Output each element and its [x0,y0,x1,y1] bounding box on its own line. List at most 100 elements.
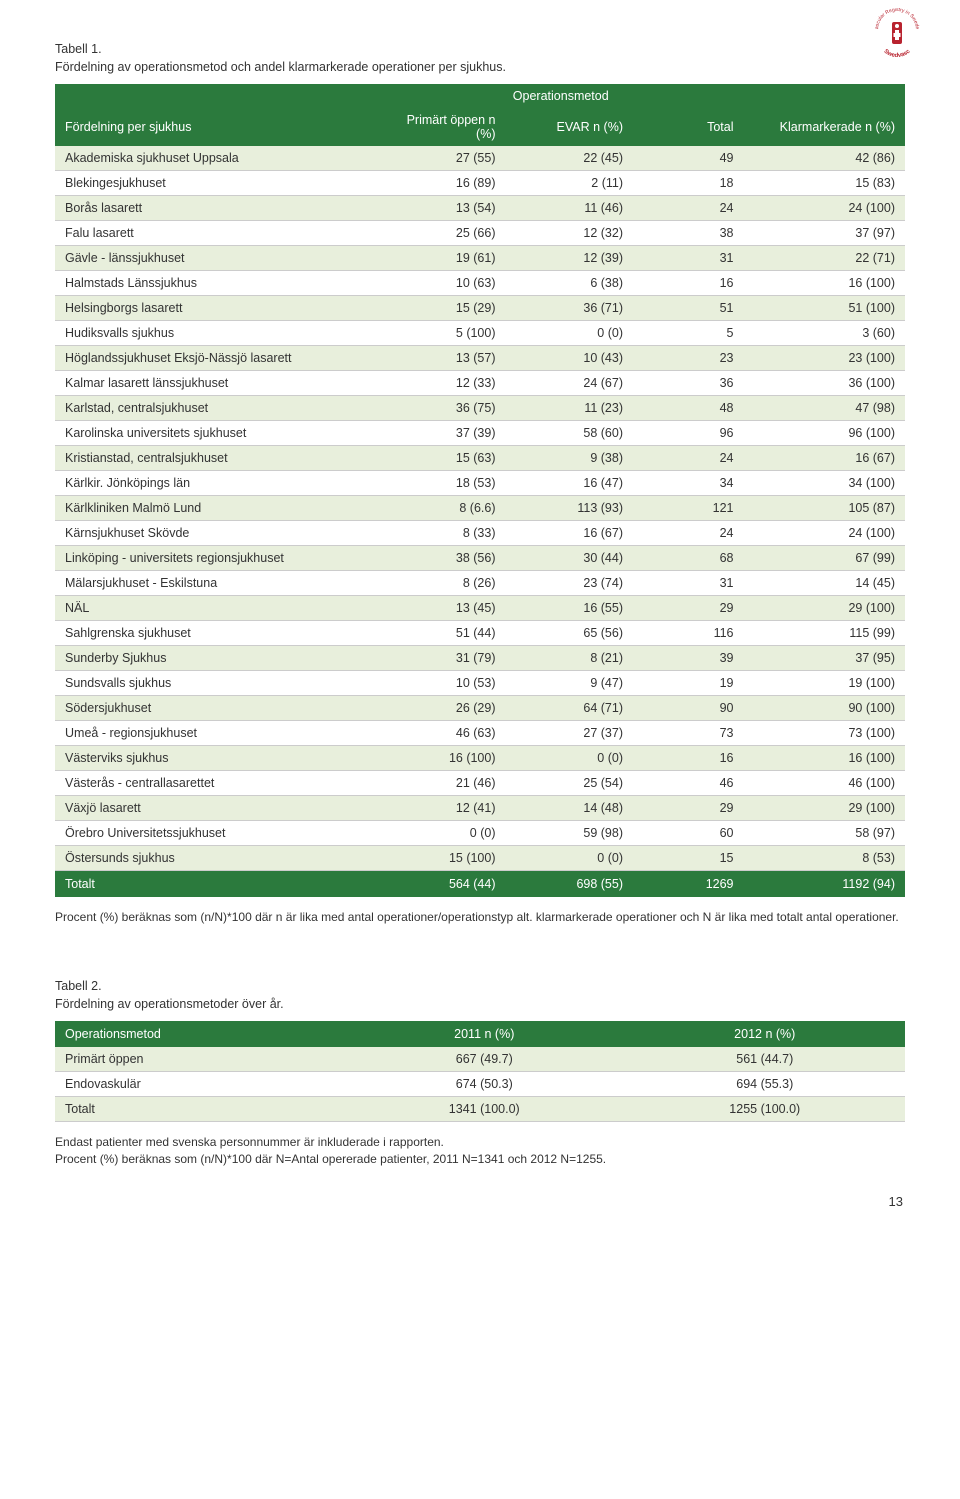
table-cell: 36 (100) [744,371,906,396]
table-cell: Kalmar lasarett länssjukhuset [55,371,378,396]
table-cell: 16 [633,271,744,296]
svg-text:Swedvasc: Swedvasc [883,48,913,58]
table-cell: 34 [633,471,744,496]
table-cell: 96 [633,421,744,446]
table-cell: 34 (100) [744,471,906,496]
table-cell: Umeå - regionsjukhuset [55,721,378,746]
table-cell: 19 [633,671,744,696]
table1-col4: Klarmarkerade n (%) [744,108,906,146]
table-cell: 36 (75) [378,396,506,421]
table-row: Akademiska sjukhuset Uppsala27 (55)22 (4… [55,146,905,171]
table-cell: 9 (38) [506,446,634,471]
table-row: Östersunds sjukhus15 (100)0 (0)158 (53) [55,846,905,871]
table-cell: 116 [633,621,744,646]
table-cell: 24 (100) [744,196,906,221]
table-cell: 46 [633,771,744,796]
table-cell: 16 (89) [378,171,506,196]
table-cell: Blekingesjukhuset [55,171,378,196]
table-cell: 31 (79) [378,646,506,671]
table-cell: Karolinska universitets sjukhuset [55,421,378,446]
table-cell: 13 (54) [378,196,506,221]
table-row: Höglandssjukhuset Eksjö-Nässjö lasarett 1… [55,346,905,371]
table-cell: Kärlkliniken Malmö Lund [55,496,378,521]
table-row: Helsingborgs lasarett15 (29)36 (71)5151 … [55,296,905,321]
table-cell: Mälarsjukhuset - Eskilstuna [55,571,378,596]
table-cell: 67 (99) [744,546,906,571]
table-row: Karolinska universitets sjukhuset37 (39)… [55,421,905,446]
table-cell: 24 (100) [744,521,906,546]
table-cell: 29 (100) [744,596,906,621]
table-cell: 25 (54) [506,771,634,796]
table-row: Kristianstad, centralsjukhuset15 (63)9 (… [55,446,905,471]
table-cell: 16 (67) [744,446,906,471]
table2-body: Primärt öppen667 (49.7)561 (44.7)Endovas… [55,1047,905,1122]
table-cell: Borås lasarett [55,196,378,221]
table1-caption-label: Tabell 1. [55,42,102,56]
table-cell: Sundsvalls sjukhus [55,671,378,696]
table2-col2: 2012 n (%) [625,1021,906,1047]
table-cell: 13 (45) [378,596,506,621]
table1-col1: Primärt öppen n (%) [378,108,506,146]
table-cell: 5 [633,321,744,346]
table-cell: Västerås - centrallasarettet [55,771,378,796]
table-cell: 39 [633,646,744,671]
table-row: Umeå - regionsjukhuset46 (63)27 (37)7373… [55,721,905,746]
table-cell: 36 (71) [506,296,634,321]
table-row: Västerviks sjukhus16 (100)0 (0)1616 (100… [55,746,905,771]
table-cell: 6 (38) [506,271,634,296]
table-cell: Östersunds sjukhus [55,846,378,871]
table1-col0: Fördelning per sjukhus [55,108,378,146]
table-cell: Totalt [55,1096,344,1121]
table1-col2: EVAR n (%) [506,108,634,146]
table-cell: 24 [633,196,744,221]
table-cell: 105 (87) [744,496,906,521]
table-cell: 24 [633,446,744,471]
table-cell: Höglandssjukhuset Eksjö-Nässjö lasarett [55,346,378,371]
table-cell: 2 (11) [506,171,634,196]
table-cell: 12 (41) [378,796,506,821]
table-row: Borås lasarett13 (54)11 (46)2424 (100) [55,196,905,221]
table-cell: 58 (97) [744,821,906,846]
table-cell: 73 [633,721,744,746]
table-cell: 29 (100) [744,796,906,821]
table-cell: 11 (46) [506,196,634,221]
table-cell: 48 [633,396,744,421]
table-cell: 23 (100) [744,346,906,371]
table1-total-c3: 1269 [633,871,744,898]
table-cell: 0 (0) [378,821,506,846]
table-cell: Linköping - universitets regionsjukhuset [55,546,378,571]
table-cell: 68 [633,546,744,571]
table-cell: 24 [633,521,744,546]
table1-total-label: Totalt [55,871,378,898]
table-cell: 8 (26) [378,571,506,596]
table1-total-c1: 564 (44) [378,871,506,898]
table-row: Örebro Universitetssjukhuset0 (0)59 (98)… [55,821,905,846]
table-cell: 16 (100) [744,746,906,771]
table-cell: 12 (33) [378,371,506,396]
table-cell: 37 (95) [744,646,906,671]
table-cell: 674 (50.3) [344,1071,625,1096]
table-cell: 0 (0) [506,746,634,771]
table-cell: 29 [633,596,744,621]
table2-col0: Operationsmetod [55,1021,344,1047]
table-cell: Kristianstad, centralsjukhuset [55,446,378,471]
table-cell: 1255 (100.0) [625,1096,906,1121]
table1-total-c4: 1192 (94) [744,871,906,898]
table-cell: 12 (32) [506,221,634,246]
table2-col1: 2011 n (%) [344,1021,625,1047]
table1-col3: Total [633,108,744,146]
table-cell: 65 (56) [506,621,634,646]
table-cell: 1341 (100.0) [344,1096,625,1121]
table2: Operationsmetod 2011 n (%) 2012 n (%) Pr… [55,1021,905,1122]
table-row: Kärlkliniken Malmö Lund8 (6.6)113 (93)12… [55,496,905,521]
table-cell: 16 (47) [506,471,634,496]
table-cell: 15 (83) [744,171,906,196]
table-cell: 21 (46) [378,771,506,796]
table-cell: 51 [633,296,744,321]
table-cell: 10 (43) [506,346,634,371]
table2-footnote: Endast patienter med svenska personnumme… [55,1134,905,1169]
table-cell: 19 (61) [378,246,506,271]
table-cell: 64 (71) [506,696,634,721]
table-row: Halmstads Länssjukhus10 (63)6 (38)1616 (… [55,271,905,296]
table-cell: Sunderby Sjukhus [55,646,378,671]
